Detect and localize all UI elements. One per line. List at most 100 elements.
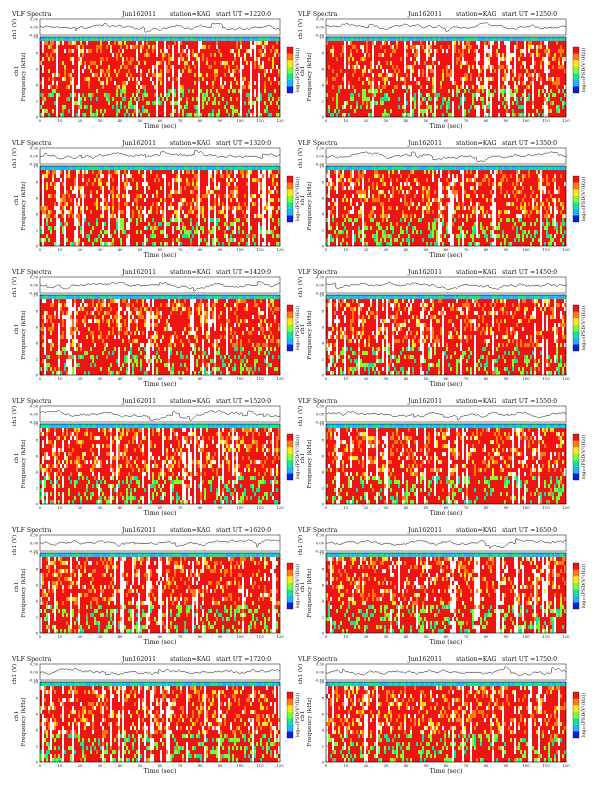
spectrogram-cell <box>108 61 110 65</box>
spectrogram-cell <box>114 37 116 41</box>
spectrogram-cell <box>92 69 94 73</box>
spectrogram-cell <box>140 77 142 81</box>
spectrogram-cell <box>122 49 124 53</box>
spectrogram-cell <box>166 89 168 93</box>
spectrogram-cell <box>110 89 112 93</box>
spectrogram-cell <box>142 101 144 105</box>
spectrogram-cell <box>64 37 66 41</box>
spectrogram-cell <box>130 89 132 93</box>
spectrogram-cell <box>142 89 144 93</box>
spectrogram-cell <box>92 57 94 61</box>
spectrogram-cell <box>100 53 102 57</box>
spectrogram-cell <box>62 81 64 85</box>
spectrogram-cell <box>110 61 112 65</box>
spectrogram-cell <box>168 65 170 69</box>
spectrogram-cell <box>64 73 66 77</box>
spectrogram-cell <box>128 93 130 97</box>
spectrogram-cell <box>142 93 144 97</box>
spectrogram-cell <box>106 81 108 85</box>
spectrogram-cell <box>164 97 166 101</box>
spectrogram-cell <box>162 37 164 41</box>
spectrogram-cell <box>170 81 172 85</box>
spectrogram-cell <box>148 101 150 105</box>
spectrogram-cell <box>44 65 46 69</box>
spectrogram-cell <box>76 37 78 41</box>
spectrogram-cell <box>146 109 148 113</box>
spectrogram-cell <box>102 57 104 61</box>
spectrogram-cell <box>54 69 56 73</box>
spectrogram-cell <box>86 41 88 45</box>
spectrogram-cell <box>94 105 96 109</box>
spectrogram-cell <box>132 85 134 89</box>
spectrogram-cell <box>138 109 140 113</box>
spectrogram-cell <box>46 41 48 45</box>
spectrogram-cell <box>152 49 154 53</box>
spectrogram-cell <box>126 93 128 97</box>
spectrogram-cell <box>144 81 146 85</box>
spectrogram-cell <box>82 113 84 117</box>
spectrogram-cell <box>130 97 132 101</box>
spectrogram-cell <box>84 53 86 57</box>
spectrogram-cell <box>92 101 94 105</box>
spectrogram-cell <box>46 101 48 105</box>
spectrogram-cell <box>122 89 124 93</box>
spectrogram-cell <box>166 101 168 105</box>
spectrogram-cell <box>60 81 62 85</box>
spectrogram-cell <box>64 93 66 97</box>
spectrogram-cell <box>64 77 66 81</box>
spectrogram-cell <box>68 69 70 73</box>
spectrogram-cell <box>128 45 130 49</box>
spectrogram-cell <box>96 53 98 57</box>
spectrogram-cell <box>100 45 102 49</box>
spectrogram-cell <box>74 69 76 73</box>
spectrogram-cell <box>76 109 78 113</box>
spectrogram-cell <box>88 61 90 65</box>
spectrogram-cell <box>88 105 90 109</box>
spectrogram-cell <box>104 89 106 93</box>
spectrogram-cell <box>98 101 100 105</box>
spectrogram-cell <box>138 73 140 77</box>
spectrogram-cell <box>96 65 98 69</box>
spectrogram-cell <box>98 93 100 97</box>
spectrogram-cell <box>62 105 64 109</box>
spectrogram-cell <box>66 69 68 73</box>
spectrogram-cell <box>74 61 76 65</box>
spectrogram-cell <box>66 81 68 85</box>
spectrogram-cell <box>170 109 172 113</box>
spectrogram-cell <box>82 45 84 49</box>
spectrogram-cell <box>80 81 82 85</box>
spectrogram-cell <box>90 81 92 85</box>
spectrogram-cell <box>70 53 72 57</box>
spectrogram-cell <box>82 81 84 85</box>
spectrogram-cell <box>162 41 164 45</box>
spectrogram-cell <box>142 109 144 113</box>
spectrogram-cell <box>94 57 96 61</box>
spectrogram-cell <box>48 93 50 97</box>
spectrogram-cell <box>122 41 124 45</box>
spectrogram-cell <box>174 109 176 113</box>
spectrogram-cell <box>138 65 140 69</box>
spectrogram-cell <box>170 57 172 61</box>
spectrogram-cell <box>76 73 78 77</box>
spectrogram-cell <box>130 105 132 109</box>
spectrogram-cell <box>90 73 92 77</box>
spectrogram-cell <box>134 49 136 53</box>
spectrogram-cell <box>52 61 54 65</box>
spectrogram-cell <box>166 73 168 77</box>
spectrogram-cell <box>82 85 84 89</box>
spectrogram-cell <box>76 53 78 57</box>
spectrogram-cell <box>148 89 150 93</box>
spectrogram-cell <box>88 113 90 117</box>
spectrogram-cell <box>166 93 168 97</box>
spectrogram-cell <box>122 53 124 57</box>
spectrogram-cell <box>82 65 84 69</box>
spectrogram-cell <box>120 109 122 113</box>
spectrogram-cell <box>84 57 86 61</box>
spectrogram-cell <box>70 105 72 109</box>
spectrogram-cell <box>68 73 70 77</box>
spectrogram-cell <box>80 37 82 41</box>
spectrogram-cell <box>158 53 160 57</box>
spectrogram-cell <box>148 65 150 69</box>
spectrogram-cell <box>172 37 174 41</box>
spectrogram-cell <box>94 73 96 77</box>
